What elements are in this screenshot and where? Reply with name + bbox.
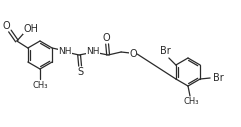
Text: CH₃: CH₃ — [32, 81, 48, 90]
Text: Br: Br — [160, 46, 170, 56]
Text: O: O — [2, 21, 10, 31]
Text: O: O — [129, 49, 137, 59]
Text: NH: NH — [86, 47, 100, 57]
Text: O: O — [102, 33, 110, 43]
Text: S: S — [77, 67, 83, 77]
Text: CH₃: CH₃ — [183, 98, 199, 107]
Text: Br: Br — [213, 73, 223, 83]
Text: OH: OH — [23, 24, 38, 34]
Text: NH: NH — [58, 46, 72, 55]
